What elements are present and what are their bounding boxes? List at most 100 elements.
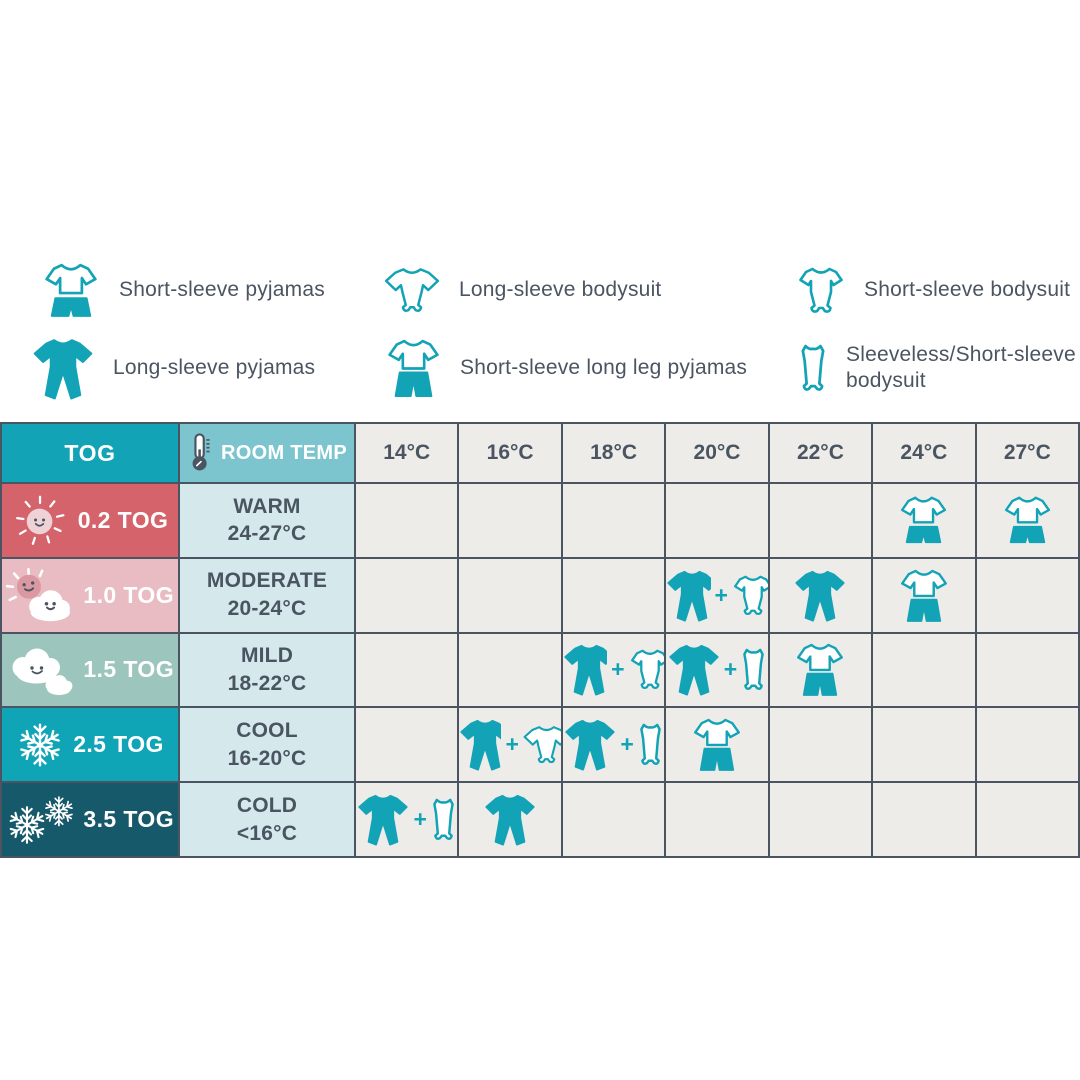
row-4-room-cell: COLD <16°C [180,783,354,856]
sleeveless-bodysuit-icon [433,798,454,841]
room-temp-range: 16-20°C [227,746,307,770]
snowflake-icon [16,721,64,769]
tog-table: TOG ROOM TEMP 14°C 16°C 18°C 20°C 22°C 24°C 27°C… [0,422,1080,858]
short-sleeve-long-leg-pyjamas-icon [797,644,844,697]
temp-header-label: 22°C [796,441,844,464]
cell-r3-24c [873,708,975,782]
legend-item-label: Short-sleeve pyjamas [119,278,325,302]
long-sleeve-bodysuit-icon [384,267,440,312]
row-1-tog-cell: 1.0 TOG [2,558,178,632]
long-sleeve-pyjamas-icon [667,570,711,622]
temp-header-label: 14°C [383,441,431,464]
long-sleeve-pyjamas-icon [358,794,409,846]
cell-r0-22c [769,484,872,557]
header-cell-18c: 18°C [562,424,665,482]
sleeveless-bodysuit-icon [801,344,825,391]
legend-item-label: Short-sleeve long leg pyjamas [460,356,748,380]
short-sleeve-pyjamas-icon [45,263,97,317]
header-cell-14c: 14°C [356,424,458,482]
long-sleeve-pyjamas-icon [33,338,93,399]
cell-r2-16c [459,633,561,707]
header-cell-16c: 16°C [459,424,561,482]
room-temp-range: 24-27°C [227,522,307,546]
cell-r1-24c [873,558,975,632]
row-4-tog-cell: 3.5 TOG [2,783,178,856]
short-sleeve-bodysuit-icon [799,267,843,313]
room-temp-name: COLD [236,793,298,817]
header-cell-20c: 20°C [666,424,768,482]
cell-r3-20c [666,708,768,782]
legend-item-long-sleeve-pyjamas: Long-sleeve pyjamas [32,332,315,404]
plus-sign: + [505,731,519,758]
short-sleeve-bodysuit-icon [733,575,768,615]
row-0-room-cell: WARM 24-27°C [180,484,354,557]
thermometer-icon [191,433,211,472]
legend-iconbox [384,267,440,314]
plus-sign: + [723,656,738,683]
tog-rating-label: 3.5 TOG [83,806,174,833]
row-3-room-cell: COOL 16-20°C [180,708,354,782]
header-cell-22c: 22°C [769,424,872,482]
cell-r2-14c [356,633,458,707]
legend-iconbox [32,337,94,400]
header-cell-room-temp: ROOM TEMP [180,424,354,482]
short-sleeve-long-leg-pyjamas-icon [694,719,740,772]
legend-item-label: Long-sleeve bodysuit [459,278,662,302]
room-temp-name: COOL [236,719,298,743]
cell-r2-27c [976,633,1078,707]
short-sleeve-pyjamas-icon [901,496,947,544]
legend-iconbox [797,267,845,314]
cell-r2-18c: + [562,633,665,707]
legend-item-label: Short-sleeve bodysuit [864,278,1071,302]
cell-r4-22c [769,783,872,856]
tog-rating-label: 0.2 TOG [77,506,169,533]
long-sleeve-pyjamas-icon [669,645,719,696]
sleeveless-bodysuit-icon [743,649,765,691]
snowflakes-double-icon [6,792,74,847]
cell-r3-14c [356,708,458,782]
cell-r4-18c [562,783,665,856]
cell-r4-14c: + [356,783,458,856]
sleeveless-bodysuit-icon [639,723,661,766]
cell-r3-16c: + [459,708,561,782]
plus-sign: + [714,581,728,608]
cell-r0-18c [562,484,665,557]
short-sleeve-long-leg-pyjamas-icon [388,339,439,398]
legend-item-short-sleeve-pyjamas: Short-sleeve pyjamas [42,258,325,322]
room-temp-range: 20-24°C [227,597,307,621]
cell-r3-22c [769,708,872,782]
room-temp-name: WARM [233,494,301,518]
temp-header-label: 20°C [693,441,741,464]
cell-r2-22c [769,633,872,707]
plus-sign: + [611,656,625,683]
row-3-tog-cell: 2.5 TOG [2,708,178,782]
cell-r2-24c [873,633,975,707]
cell-r1-22c [769,558,872,632]
temp-header-label: 16°C [486,441,534,464]
row-0-tog-cell: 0.2 TOG [2,484,178,557]
temp-header-label: 24°C [900,441,948,464]
cell-r1-18c [562,558,665,632]
room-temp-name: MILD [240,644,294,668]
cell-r4-20c [666,783,768,856]
row-2-room-cell: MILD 18-22°C [180,633,354,707]
legend-item-long-sleeve-bodysuit: Long-sleeve bodysuit [384,258,661,322]
cell-r3-27c [976,708,1078,782]
tog-rating-label: 1.5 TOG [83,656,174,683]
room-temp-name: MODERATE [206,569,328,593]
header-cell-24c: 24°C [873,424,975,482]
legend-iconbox [42,262,100,319]
clouds-icon [11,647,74,696]
short-sleeve-long-leg-pyjamas-icon [900,569,947,622]
cell-r4-27c [976,783,1078,856]
long-sleeve-pyjamas-icon [795,570,846,622]
row-2-tog-cell: 1.5 TOG [2,633,178,707]
cell-r4-16c [459,783,561,856]
legend-item-short-sleeve-long-leg-pyjamas: Short-sleeve long leg pyjamas [386,332,747,404]
room-temp-range: 18-22°C [227,671,307,695]
cell-r0-16c [459,484,561,557]
tog-header-label: TOG [64,439,116,466]
row-1-room-cell: MODERATE 20-24°C [180,558,354,632]
plus-sign: + [413,806,427,833]
cell-r1-16c [459,558,561,632]
